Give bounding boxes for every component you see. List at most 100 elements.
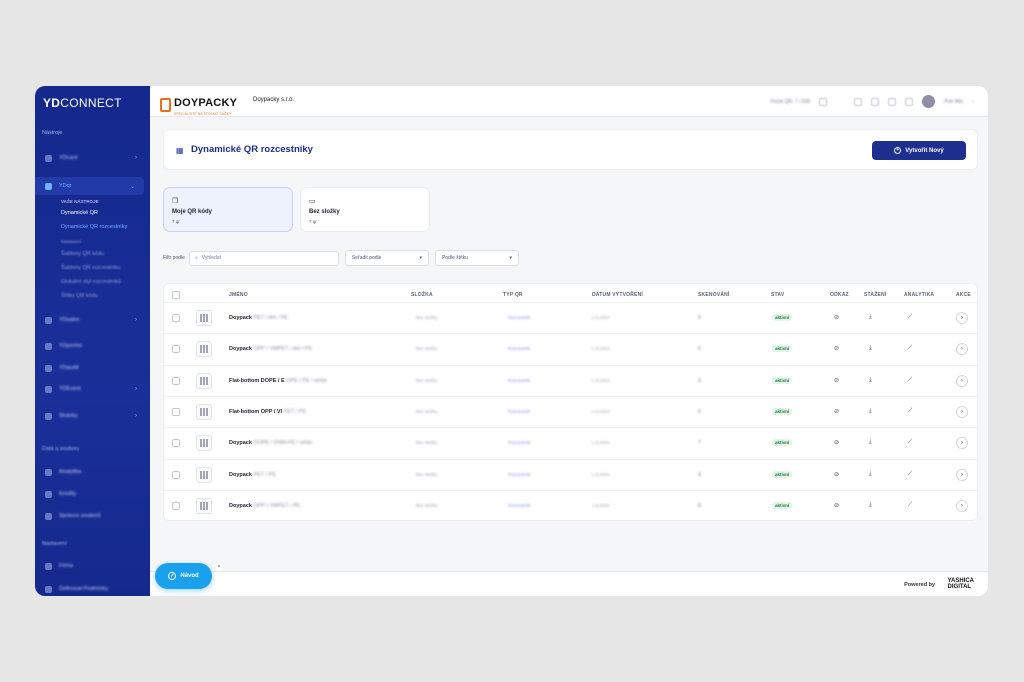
col-status[interactable]: STAV bbox=[771, 292, 785, 298]
actions-menu-icon[interactable]: › bbox=[956, 499, 968, 512]
qr-thumbnail[interactable] bbox=[196, 341, 212, 358]
analytics-icon[interactable]: ⟋ bbox=[908, 345, 913, 352]
folder-tile-my-qr[interactable]: ❐ Moje QR kódy 7 qr bbox=[163, 187, 293, 232]
sidebar-item-analytics[interactable]: Analytika bbox=[35, 463, 146, 481]
row-name[interactable]: Doypack DOPE / DNM-PE / white bbox=[229, 440, 313, 447]
row-name[interactable]: Doypack OPP / VMPET / AH / PE bbox=[229, 346, 313, 353]
actions-menu-icon[interactable]: › bbox=[956, 437, 968, 450]
row-checkbox[interactable] bbox=[172, 470, 180, 479]
table-row[interactable]: Doypack OPP / VMPET / PE Bez složky Rozces… bbox=[164, 489, 977, 521]
row-checkbox[interactable] bbox=[172, 345, 180, 354]
sidebar-sub-qr-tags[interactable]: Štítky QR kódu bbox=[61, 293, 98, 299]
qr-thumbnail[interactable] bbox=[196, 497, 212, 514]
actions-menu-icon[interactable]: › bbox=[956, 312, 968, 324]
link-icon[interactable]: ⊘ bbox=[834, 315, 840, 321]
sidebar-item-ydsales[interactable]: YDsales › bbox=[35, 311, 146, 329]
table-row[interactable]: Doypack PET / AH / PE Bez složky Rozcestní… bbox=[164, 302, 977, 333]
avatar[interactable] bbox=[922, 95, 936, 108]
analytics-icon[interactable]: ⟋ bbox=[908, 439, 913, 446]
chevron-right-icon[interactable]: › bbox=[972, 98, 974, 105]
sidebar-sub-dynamic-qr[interactable]: Dynamické QR bbox=[61, 210, 98, 216]
actions-menu-icon[interactable]: › bbox=[956, 343, 968, 356]
table-row[interactable]: Flat-bottom DOPE / E OPE / PE / white Bez… bbox=[164, 364, 977, 396]
logo[interactable]: YDCONNECT bbox=[43, 96, 122, 110]
brand-logo[interactable]: DOYPACKY SPECIALISTÉ NA STOJACÍ SÁČKY bbox=[160, 93, 237, 116]
col-name[interactable]: JMÉNO bbox=[229, 292, 248, 298]
col-created[interactable]: DATUM VYTVOŘENÍ bbox=[592, 292, 643, 298]
download-icon[interactable]: ⤓ bbox=[869, 439, 872, 446]
eye-icon[interactable] bbox=[871, 97, 880, 106]
analytics-icon[interactable]: ⟋ bbox=[908, 314, 913, 320]
row-checkbox[interactable] bbox=[172, 314, 180, 322]
sidebar-item-credits[interactable]: Kredity bbox=[35, 485, 146, 503]
sidebar-sub-qr-templates[interactable]: Šablony QR kódu bbox=[61, 251, 105, 257]
link-icon[interactable]: ⊘ bbox=[834, 408, 840, 415]
download-icon[interactable]: ⤓ bbox=[869, 376, 872, 383]
table-row[interactable]: Doypack PET / PE Bez složky Rozcestník 1.5.… bbox=[164, 458, 977, 490]
table-row[interactable]: Doypack OPP / VMPET / AH / PE Bez složky R… bbox=[164, 333, 977, 364]
analytics-icon[interactable]: ⟋ bbox=[908, 407, 913, 414]
row-checkbox[interactable] bbox=[172, 376, 180, 385]
sidebar-item-ydaudit[interactable]: YDaudit bbox=[35, 359, 146, 377]
table-row[interactable]: Flat-bottom OPP / VI PET / PE Bez složky R… bbox=[164, 395, 977, 427]
analytics-icon[interactable]: ⟋ bbox=[908, 376, 913, 383]
actions-menu-icon[interactable]: › bbox=[956, 405, 968, 418]
sidebar-item-ydevent[interactable]: YDEvent › bbox=[35, 380, 146, 398]
sidebar-item-ydpromo[interactable]: YDpromo bbox=[35, 337, 146, 355]
download-icon[interactable]: ⤓ bbox=[869, 407, 872, 414]
sidebar-item-conditions[interactable]: Definovat Podmínky bbox=[35, 580, 146, 596]
sidebar-sub-dynamic-qr-hubs[interactable]: Dynamické QR rozcestníky bbox=[61, 224, 128, 230]
download-icon[interactable]: ⤓ bbox=[869, 345, 872, 352]
sidebar-item-ydqr[interactable]: YDqr ⌄ bbox=[35, 177, 144, 195]
col-scans[interactable]: SKENOVÁNÍ bbox=[698, 292, 730, 298]
qr-thumbnail[interactable] bbox=[196, 466, 212, 483]
qr-thumbnail[interactable] bbox=[196, 403, 212, 420]
col-type[interactable]: TYP QR bbox=[503, 292, 523, 298]
sidebar-item-ydcard[interactable]: YDcard › bbox=[35, 149, 146, 167]
download-icon[interactable]: ⤓ bbox=[869, 314, 872, 320]
user-name[interactable]: Petr Win bbox=[944, 98, 964, 105]
create-new-button[interactable]: + Vytvořit Nový bbox=[872, 141, 966, 160]
row-name[interactable]: Doypack PET / AH / PE bbox=[229, 315, 288, 321]
sidebar-item-file-manager[interactable]: Správce souborů bbox=[35, 507, 146, 525]
row-name[interactable]: Doypack OPP / VMPET / PE bbox=[229, 502, 301, 509]
sidebar-sub-global-style[interactable]: Globální styl rozcestníků bbox=[61, 279, 121, 285]
sort-select[interactable]: Seřadit podle ▾ bbox=[344, 250, 429, 266]
fullscreen-icon[interactable] bbox=[888, 97, 897, 106]
link-icon[interactable]: ⊘ bbox=[834, 346, 840, 353]
guide-close-icon[interactable]: × bbox=[215, 563, 223, 571]
table-row[interactable]: Doypack DOPE / DNM-PE / white Bez složky R… bbox=[164, 427, 977, 458]
link-icon[interactable]: ⊘ bbox=[834, 502, 840, 509]
select-all-checkbox[interactable] bbox=[172, 291, 180, 299]
copy-icon[interactable] bbox=[854, 97, 863, 106]
sidebar-item-company[interactable]: Firma bbox=[35, 557, 146, 575]
link-icon[interactable]: ⊘ bbox=[834, 440, 840, 447]
link-icon[interactable]: ⊘ bbox=[834, 377, 840, 384]
actions-menu-icon[interactable]: › bbox=[956, 374, 968, 387]
actions-menu-icon[interactable]: › bbox=[956, 468, 968, 481]
bell-icon[interactable] bbox=[905, 97, 914, 106]
download-icon[interactable]: ⤓ bbox=[869, 470, 872, 477]
row-name[interactable]: Flat-bottom DOPE / E OPE / PE / white bbox=[229, 377, 328, 384]
row-checkbox[interactable] bbox=[172, 501, 180, 510]
tag-select[interactable]: Podle štítku ▾ bbox=[434, 250, 519, 266]
row-checkbox[interactable] bbox=[172, 407, 180, 416]
analytics-icon[interactable]: ⟋ bbox=[908, 470, 913, 477]
qr-thumbnail[interactable] bbox=[196, 372, 212, 389]
sidebar-sub-hub-templates[interactable]: Šablony QR rozcestníku bbox=[61, 265, 121, 271]
link-icon[interactable]: ⊘ bbox=[834, 471, 840, 478]
col-folder[interactable]: SLOŽKA bbox=[411, 292, 433, 298]
search-input[interactable]: ⌕ Vyhledat bbox=[188, 250, 339, 266]
row-name[interactable]: Doypack PET / PE bbox=[229, 471, 276, 478]
row-checkbox[interactable] bbox=[172, 439, 180, 448]
download-icon[interactable]: ⤓ bbox=[869, 501, 872, 508]
yashica-logo[interactable]: YASHICA DIGITAL bbox=[947, 578, 974, 590]
folder-tile-no-folder[interactable]: ▭ Bez složky 7 qr bbox=[300, 187, 430, 232]
qr-icon[interactable] bbox=[819, 97, 828, 106]
qr-thumbnail[interactable] bbox=[196, 310, 212, 326]
qr-thumbnail[interactable] bbox=[196, 435, 212, 452]
analytics-icon[interactable]: ⟋ bbox=[908, 501, 913, 508]
guide-button[interactable]: ✓ Návod bbox=[155, 563, 212, 589]
sidebar-item-pages[interactable]: Stránky › bbox=[35, 407, 146, 425]
row-name[interactable]: Flat-bottom OPP / VI PET / PE bbox=[229, 408, 307, 415]
